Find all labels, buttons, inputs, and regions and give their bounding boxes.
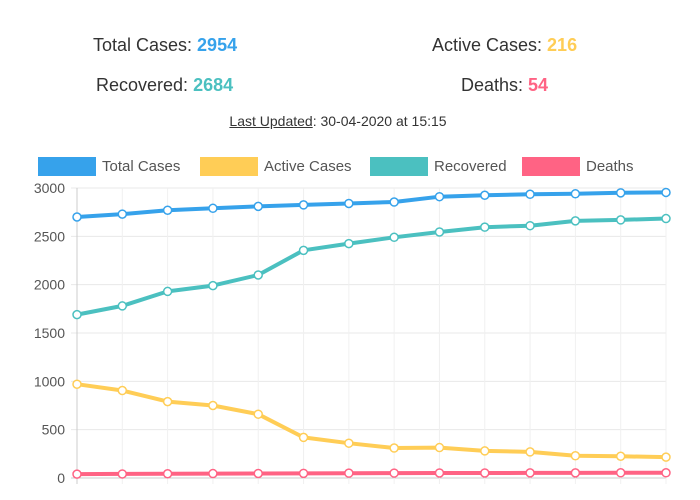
data-point-recovered [480,222,490,232]
data-point-recovered [615,215,626,225]
data-point-total [117,209,128,219]
deaths-value: 54 [528,75,549,95]
active-cases-label: Active Cases: [432,35,548,55]
data-point-deaths [525,468,535,478]
series-line-deaths [75,470,668,477]
legend-swatch-deaths [522,157,580,176]
data-point-total [298,200,309,210]
active-cases-value: 216 [547,35,578,55]
deaths-stat: Deaths: 54 [461,75,548,96]
data-point-active [253,409,263,419]
data-point-deaths [208,468,218,479]
data-point-deaths [480,468,490,478]
legend-swatch-recovered [370,157,428,176]
total-cases-label: Total Cases: [93,35,198,55]
recovered-stat: Recovered: 2684 [96,75,233,96]
series-line-active [75,382,668,460]
data-point-recovered [344,238,354,249]
active-cases-stat: Active Cases: 216 [432,35,577,56]
total-cases-stat: Total Cases: 2954 [93,35,237,56]
data-point-deaths [570,468,581,478]
y-tick-label: 2000 [34,277,65,293]
data-point-total [615,188,626,198]
data-point-total [389,197,399,207]
legend-label-deaths: Deaths [586,158,634,175]
data-point-active [389,443,399,453]
y-tick-label: 3000 [34,180,65,196]
legend-swatch-total [38,157,96,176]
last-updated: Last Updated: 30-04-2020 at 15:15 [0,113,676,129]
recovered-value: 2684 [193,75,234,95]
data-point-recovered [434,227,445,237]
series-line-total [75,190,668,219]
data-point-total [162,205,173,215]
legend-swatch-active [200,157,258,176]
data-point-deaths [72,469,82,479]
data-point-active [117,385,128,396]
data-point-recovered [208,280,218,291]
y-tick-label: 1500 [34,325,65,341]
data-point-deaths [298,468,309,479]
data-point-active [344,438,354,448]
data-point-recovered [253,270,263,280]
data-point-total [253,201,263,212]
data-point-deaths [162,468,173,479]
data-point-active [525,447,535,457]
data-point-active [434,442,445,453]
data-point-recovered [389,232,399,243]
legend-label-recovered: Recovered [434,158,507,175]
data-point-total [525,189,535,200]
data-point-total [344,198,354,209]
data-point-active [661,452,671,462]
legend-label-total: Total Cases [102,158,180,175]
data-point-active [480,446,490,456]
data-point-total [570,189,581,199]
data-point-deaths [434,468,445,478]
data-point-active [208,400,218,411]
data-point-recovered [162,286,173,297]
recovered-label: Recovered: [96,75,194,95]
data-point-active [162,396,173,407]
data-point-recovered [525,220,535,231]
data-point-deaths [344,468,354,478]
data-point-total [480,190,490,200]
y-tick-label: 1000 [34,373,65,389]
data-point-active [72,379,82,389]
data-point-deaths [661,468,671,478]
last-updated-value: : 30-04-2020 at 15:15 [312,113,447,129]
y-tick-label: 0 [57,470,65,486]
data-point-deaths [615,468,626,478]
data-point-total [208,203,218,214]
last-updated-label: Last Updated [229,113,313,129]
data-point-recovered [570,216,581,226]
data-point-active [298,432,309,443]
data-point-recovered [661,213,671,224]
series-line-recovered [75,216,668,317]
data-point-total [661,187,671,198]
data-point-total [434,191,445,202]
data-point-active [615,451,626,461]
data-point-active [570,451,581,461]
legend-label-active: Active Cases [264,158,352,175]
data-point-recovered [298,245,309,256]
data-point-deaths [389,468,399,478]
total-cases-value: 2954 [197,35,238,55]
data-point-deaths [253,468,263,479]
data-point-recovered [72,309,82,320]
data-point-total [72,212,82,222]
data-point-recovered [117,301,128,311]
data-point-deaths [117,469,128,479]
deaths-label: Deaths: [461,75,529,95]
y-tick-label: 500 [42,422,66,438]
y-tick-label: 2500 [34,228,65,244]
